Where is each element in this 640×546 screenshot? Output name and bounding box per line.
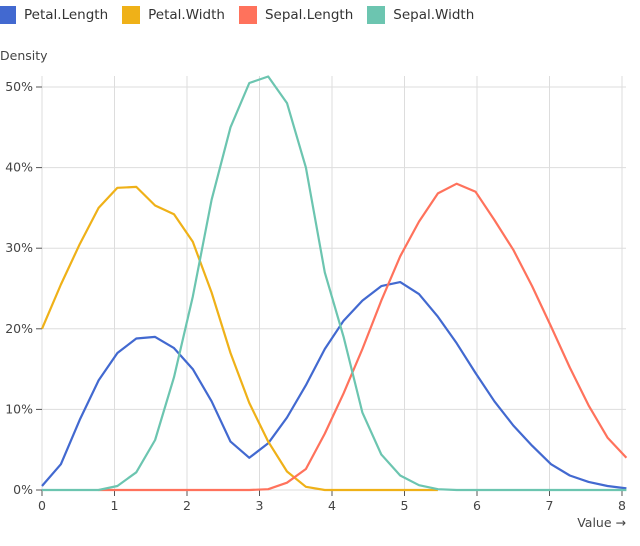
series-line-petal-length — [41, 281, 627, 490]
legend-item: Petal.Width — [122, 6, 225, 24]
legend-swatch — [0, 6, 16, 24]
legend-label: Petal.Width — [148, 7, 225, 23]
legend-label: Petal.Length — [24, 7, 109, 23]
x-tick-label: 1 — [111, 498, 119, 513]
legend-item: Sepal.Length — [238, 6, 354, 24]
legend-swatch — [238, 6, 257, 24]
x-tick-label: 7 — [546, 498, 554, 513]
legend-label: Sepal.Width — [393, 7, 475, 23]
x-tick-label: 0 — [38, 498, 46, 513]
series-line-sepal-length — [98, 182, 628, 492]
x-axis-label: Value → — [577, 515, 626, 530]
y-tick-label: 20% — [5, 321, 33, 336]
legend-item: Petal.Length — [0, 6, 108, 24]
y-tick-label: 40% — [5, 160, 33, 175]
legend-swatch — [367, 6, 386, 24]
series-line-petal-width — [40, 185, 438, 492]
y-tick-label: 10% — [5, 401, 33, 416]
x-tick-label: 3 — [256, 498, 264, 513]
series-line-sepal-width — [42, 75, 627, 492]
legend-label: Sepal.Length — [264, 7, 354, 23]
legend-swatch — [122, 6, 141, 24]
y-axis-label: Density — [0, 48, 48, 63]
x-tick-label: 6 — [473, 498, 481, 513]
x-tick-label: 8 — [618, 498, 626, 513]
y-tick-label: 0% — [13, 482, 33, 497]
x-tick-label: 4 — [328, 498, 336, 513]
x-tick-label: 2 — [183, 498, 191, 513]
y-tick-label: 30% — [5, 240, 33, 255]
x-tick-label: 5 — [401, 498, 409, 513]
y-tick-label: 50% — [5, 79, 33, 94]
legend-item: Sepal.Width — [367, 6, 474, 24]
legend: Petal.Length Petal.Width Sepal.Length Sepal… — [0, 6, 488, 24]
